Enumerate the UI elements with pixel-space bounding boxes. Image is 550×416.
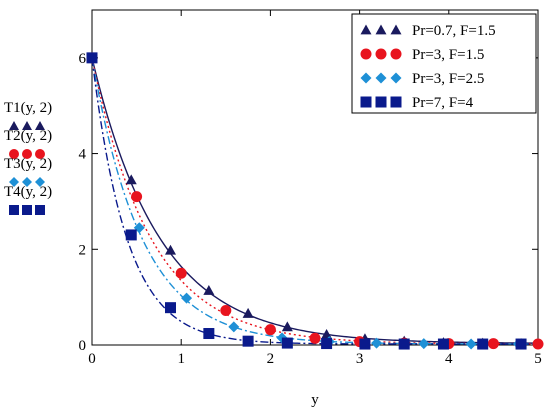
- series-4-point: [398, 338, 410, 350]
- y-axis-series-label-3: T3(y, 2): [4, 156, 52, 172]
- series-3-point: [181, 292, 193, 304]
- y-axis-series-marker: [22, 177, 32, 187]
- series-4-point: [515, 338, 527, 350]
- legend-entry-2: Pr=3, F=1.5: [412, 47, 484, 63]
- series-1-point: [281, 321, 293, 332]
- series-4-point: [125, 229, 137, 241]
- x-tick-label: 1: [177, 351, 185, 367]
- y-tick-label: 4: [79, 147, 87, 163]
- legend: Pr=0.7, F=1.5 Pr=3, F=1.5 Pr=3, F=2.5 Pr=7,…: [351, 13, 537, 114]
- y-axis-series-marker: [35, 205, 45, 215]
- legend-marker: [375, 96, 387, 108]
- legend-marker: [390, 72, 402, 84]
- y-tick-label: 2: [79, 242, 87, 258]
- series-2-point: [131, 191, 143, 203]
- series-2-point: [220, 305, 232, 317]
- y-tick-label: 0: [79, 338, 87, 354]
- y-axis-series-label-1: T1(y, 2): [4, 100, 52, 116]
- legend-marker: [360, 96, 372, 108]
- series-4-point: [281, 337, 293, 349]
- legend-marker: [375, 48, 387, 60]
- series-3-point: [418, 338, 430, 350]
- series-1-point: [203, 284, 215, 295]
- plot-frame: [91, 9, 539, 346]
- series-4-point: [242, 335, 254, 347]
- x-tick-label: 4: [445, 351, 453, 367]
- series-2-point: [264, 324, 276, 336]
- x-tick-label: 0: [88, 351, 96, 367]
- series-4-point: [359, 338, 371, 350]
- series-2-point: [532, 338, 544, 350]
- series-4-point: [321, 338, 333, 350]
- y-axis-series-marker: [22, 121, 32, 130]
- y-axis-series-marker: [9, 121, 19, 130]
- series-2-point: [309, 332, 321, 344]
- series-4-point: [477, 338, 489, 350]
- series-4-point: [437, 338, 449, 350]
- series-3-point: [228, 321, 240, 333]
- legend-entry-3: Pr=3, F=2.5: [412, 71, 484, 87]
- legend-marker: [375, 72, 387, 84]
- series-4-point: [164, 302, 176, 314]
- y-axis-series-label-2: T2(y, 2): [4, 128, 52, 144]
- legend-marker: [375, 24, 387, 35]
- x-tick-label: 2: [267, 351, 275, 367]
- x-tick-label: 5: [534, 351, 542, 367]
- y-axis-series-marker: [9, 205, 19, 215]
- series-1-point: [125, 174, 137, 185]
- legend-marker: [360, 48, 372, 60]
- y-axis-series-marker: [35, 149, 45, 159]
- y-axis-series-label-4: T4(y, 2): [4, 184, 52, 200]
- x-axis-label: y: [311, 392, 319, 408]
- y-axis-series-marker: [35, 177, 45, 187]
- legend-marker: [390, 96, 402, 108]
- series-markers: [86, 52, 544, 350]
- legend-entry-4: Pr=7, F=4: [412, 95, 474, 111]
- y-axis-series-marker: [9, 177, 19, 187]
- y-axis-series-marker: [9, 149, 19, 159]
- legend-marker: [390, 48, 402, 60]
- series-2-point: [487, 338, 499, 350]
- series-1-point: [242, 307, 254, 318]
- x-tick-label: 3: [356, 351, 364, 367]
- series-4-point: [86, 52, 98, 64]
- legend-marker: [360, 72, 372, 84]
- y-axis-series-marker: [22, 205, 32, 215]
- y-axis-series-marker: [22, 149, 32, 159]
- y-axis-series-labels: T1(y, 2) T2(y, 2) T3(y, 2) T4(y, 2): [4, 100, 52, 215]
- series-3-point: [465, 338, 477, 350]
- legend-entry-1: Pr=0.7, F=1.5: [412, 23, 496, 39]
- series-line-1: [91, 57, 539, 344]
- series-1-point: [164, 244, 176, 255]
- legend-marker: [390, 24, 402, 35]
- y-tick-label: 6: [79, 51, 87, 67]
- series-2-point: [175, 267, 187, 279]
- y-axis-series-marker: [35, 121, 45, 130]
- series-4-point: [203, 328, 215, 340]
- series-3-point: [371, 337, 383, 349]
- legend-marker: [360, 24, 372, 35]
